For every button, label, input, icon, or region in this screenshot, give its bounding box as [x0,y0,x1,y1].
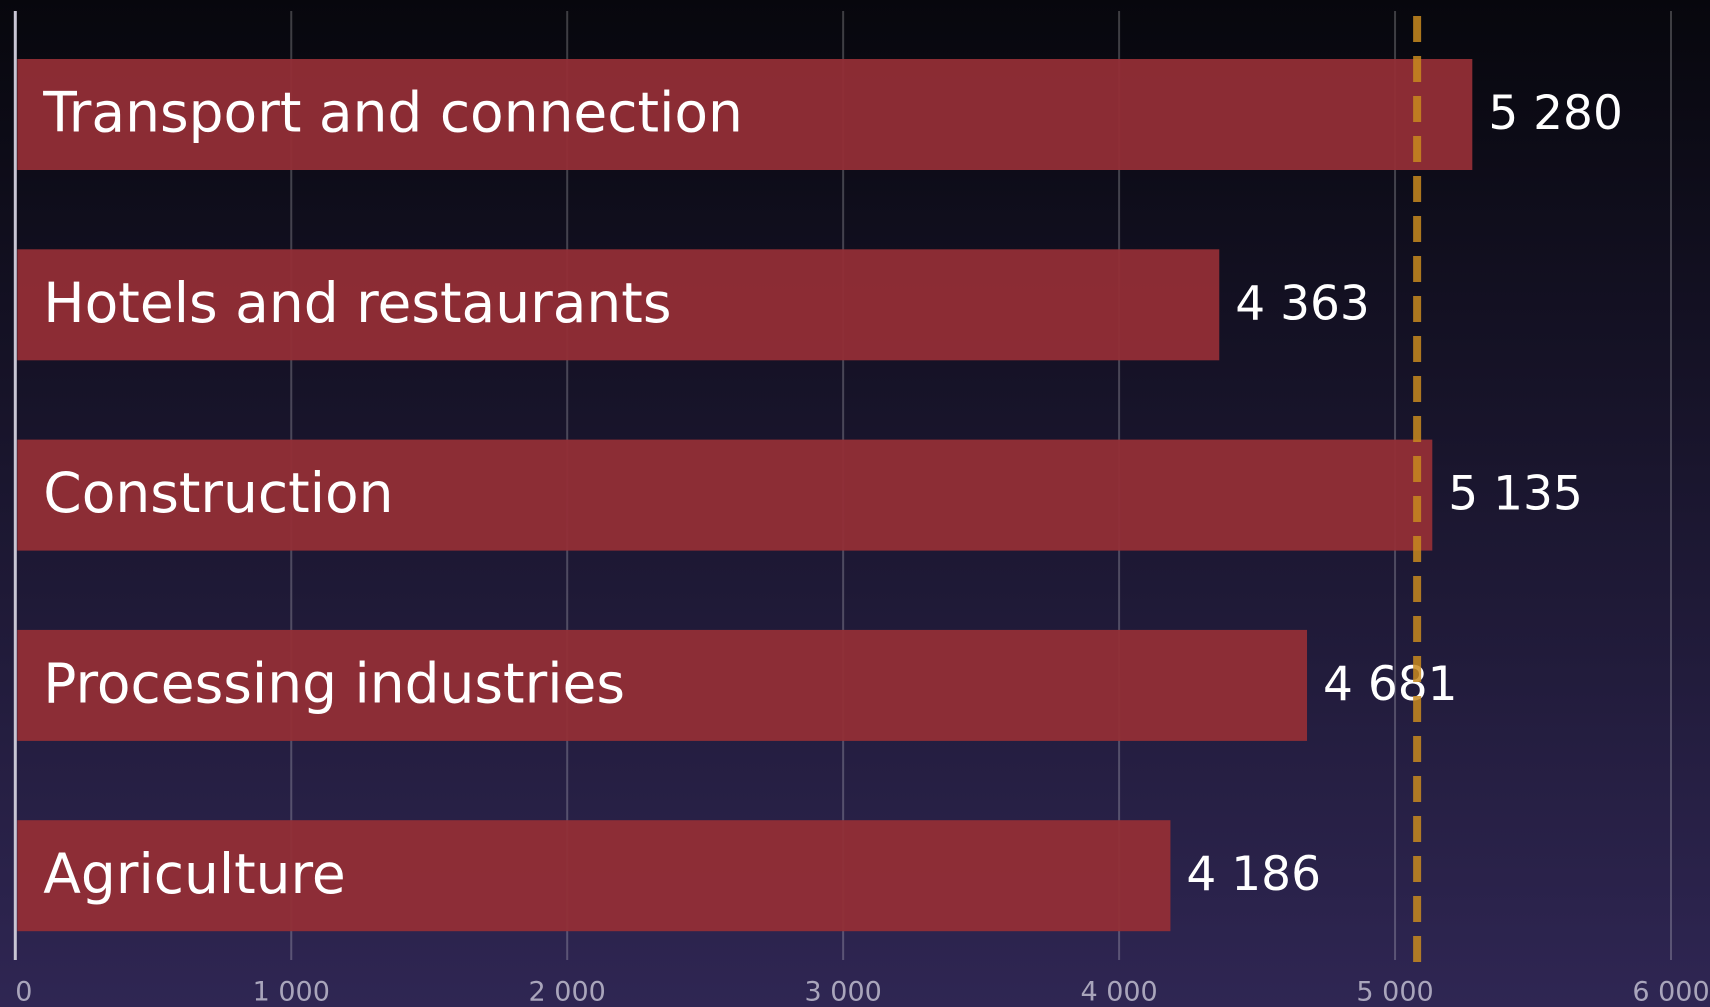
bar [17,249,1220,361]
value-label: 4 186 [1186,847,1321,902]
x-tick-label: 1 000 [253,977,330,1007]
x-tick-label: 5 000 [1356,977,1433,1007]
category-label: Transport and connection [42,81,743,145]
category-label: Construction [43,461,393,525]
value-label: 5 135 [1448,467,1583,522]
value-label: 4 363 [1235,276,1370,331]
x-tick-label: 0 [15,977,32,1007]
bar [17,59,1473,170]
value-label: 5 280 [1488,86,1623,141]
value-label: 4 681 [1323,657,1458,712]
category-label: Hotels and restaurants [43,271,671,335]
category-label: Processing industries [43,652,625,716]
category-label: Agriculture [43,842,345,906]
x-tick-label: 2 000 [529,977,606,1007]
x-tick-label: 4 000 [1080,977,1157,1007]
bar [17,439,1433,551]
bar [17,629,1308,741]
x-tick-label: 6 000 [1632,977,1709,1007]
x-tick-label: 3 000 [805,977,882,1007]
bar [17,820,1171,932]
